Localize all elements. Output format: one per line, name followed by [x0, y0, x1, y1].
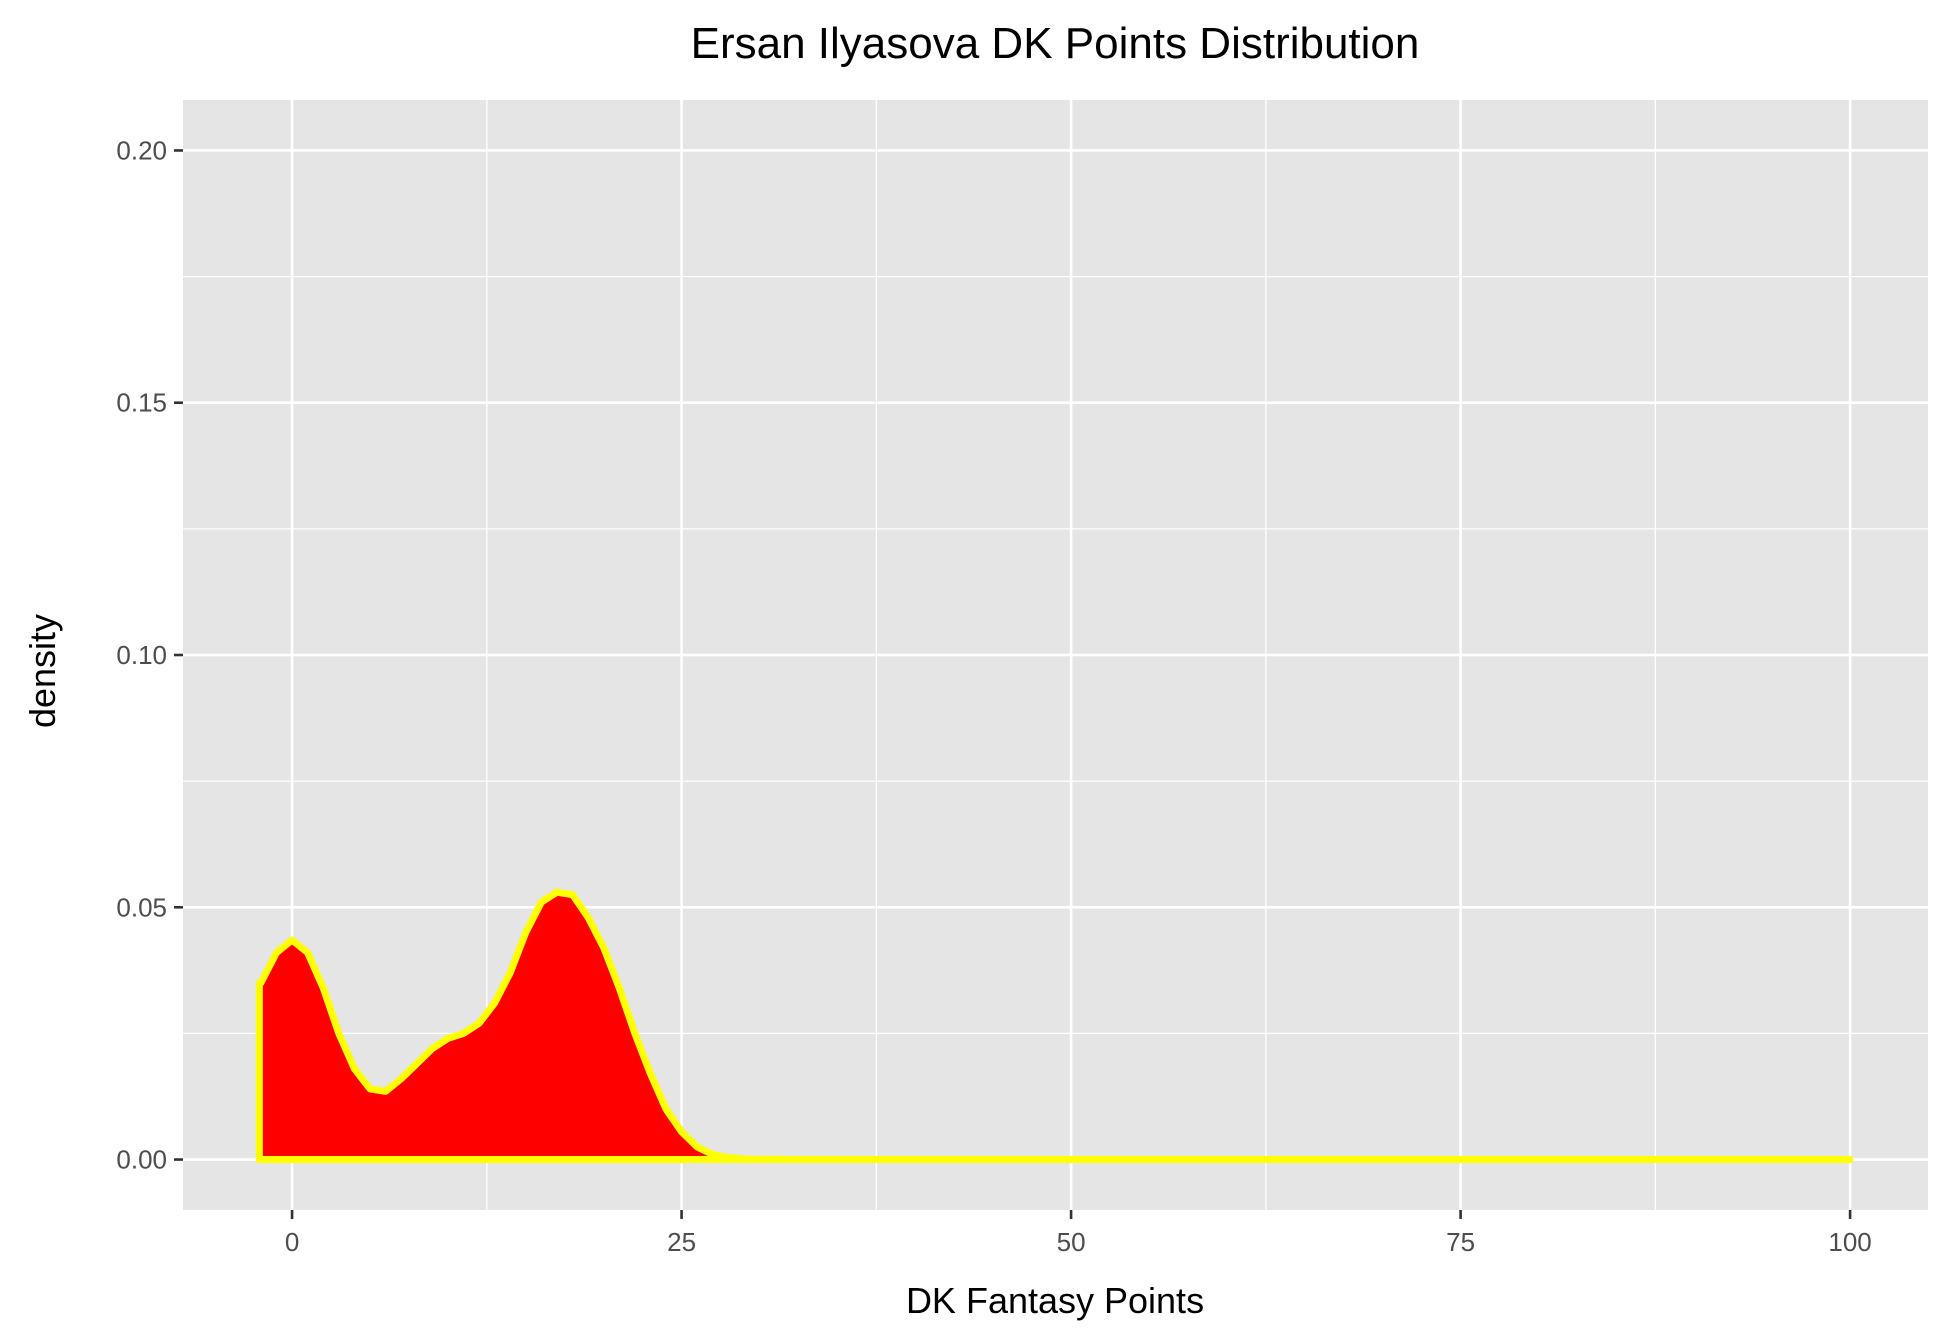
x-tick-label: 75 [1446, 1227, 1475, 1257]
y-tick-label: 0.05 [116, 892, 167, 922]
x-tick-label: 25 [667, 1227, 696, 1257]
x-axis-title: DK Fantasy Points [906, 1280, 1204, 1321]
y-tick-label: 0.00 [116, 1145, 167, 1175]
y-tick-label: 0.15 [116, 388, 167, 418]
y-axis-title: density [22, 614, 63, 728]
density-area [255, 888, 1854, 1164]
y-tick-label: 0.20 [116, 135, 167, 165]
density-series [255, 888, 1854, 1164]
y-axis: 0.00 0.05 0.10 0.15 0.20 [116, 135, 183, 1175]
chart-title: Ersan Ilyasova DK Points Distribution [691, 19, 1420, 68]
y-tick-label: 0.10 [116, 640, 167, 670]
x-tick-label: 50 [1057, 1227, 1086, 1257]
x-tick-label: 0 [285, 1227, 299, 1257]
x-axis: 0 25 50 75 100 [285, 1210, 1872, 1257]
x-tick-label: 100 [1828, 1227, 1871, 1257]
